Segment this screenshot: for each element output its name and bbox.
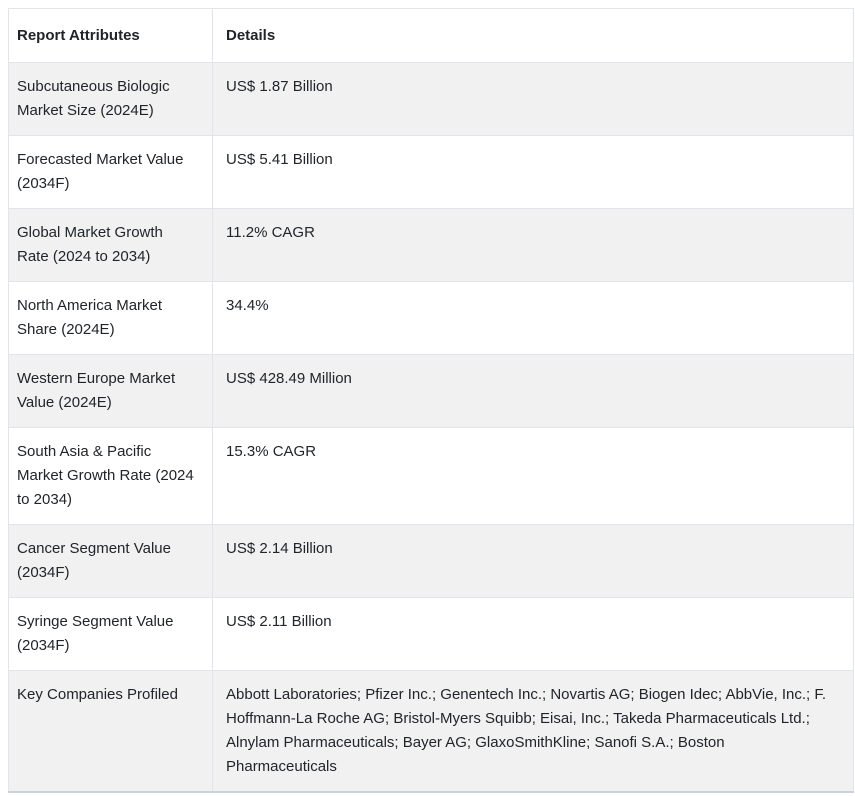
attribute-cell: South Asia & Pacific Market Growth Rate …: [8, 427, 213, 525]
table-row: Cancer Segment Value (2034F) US$ 2.14 Bi…: [8, 524, 854, 598]
detail-cell: Abbott Laboratories; Pfizer Inc.; Genent…: [212, 670, 854, 793]
detail-cell: US$ 2.14 Billion: [212, 524, 854, 598]
table-body: Subcutaneous Biologic Market Size (2024E…: [8, 62, 854, 793]
table-row: North America Market Share (2024E) 34.4%: [8, 281, 854, 355]
attribute-cell: Global Market Growth Rate (2024 to 2034): [8, 208, 213, 282]
attribute-cell: Subcutaneous Biologic Market Size (2024E…: [8, 62, 213, 136]
table-row: Subcutaneous Biologic Market Size (2024E…: [8, 62, 854, 136]
table-header: Report Attributes Details: [8, 8, 854, 63]
attribute-cell: Key Companies Profiled: [8, 670, 213, 793]
detail-cell: US$ 5.41 Billion: [212, 135, 854, 209]
attribute-cell: Western Europe Market Value (2024E): [8, 354, 213, 428]
attribute-cell: Forecasted Market Value (2034F): [8, 135, 213, 209]
detail-cell: US$ 2.11 Billion: [212, 597, 854, 671]
attribute-cell: Syringe Segment Value (2034F): [8, 597, 213, 671]
detail-cell: 11.2% CAGR: [212, 208, 854, 282]
table-row: Key Companies Profiled Abbott Laboratori…: [8, 670, 854, 793]
detail-cell: 34.4%: [212, 281, 854, 355]
header-row: Report Attributes Details: [8, 8, 854, 63]
table-row: Syringe Segment Value (2034F) US$ 2.11 B…: [8, 597, 854, 671]
table-row: Global Market Growth Rate (2024 to 2034)…: [8, 208, 854, 282]
detail-cell: 15.3% CAGR: [212, 427, 854, 525]
table-row: South Asia & Pacific Market Growth Rate …: [8, 427, 854, 525]
table-row: Western Europe Market Value (2024E) US$ …: [8, 354, 854, 428]
table-row: Forecasted Market Value (2034F) US$ 5.41…: [8, 135, 854, 209]
column-header-details: Details: [212, 8, 854, 63]
attribute-cell: Cancer Segment Value (2034F): [8, 524, 213, 598]
detail-cell: US$ 1.87 Billion: [212, 62, 854, 136]
detail-cell: US$ 428.49 Million: [212, 354, 854, 428]
column-header-report-attributes: Report Attributes: [8, 8, 213, 63]
attribute-cell: North America Market Share (2024E): [8, 281, 213, 355]
report-attributes-table: Report Attributes Details Subcutaneous B…: [8, 8, 854, 793]
